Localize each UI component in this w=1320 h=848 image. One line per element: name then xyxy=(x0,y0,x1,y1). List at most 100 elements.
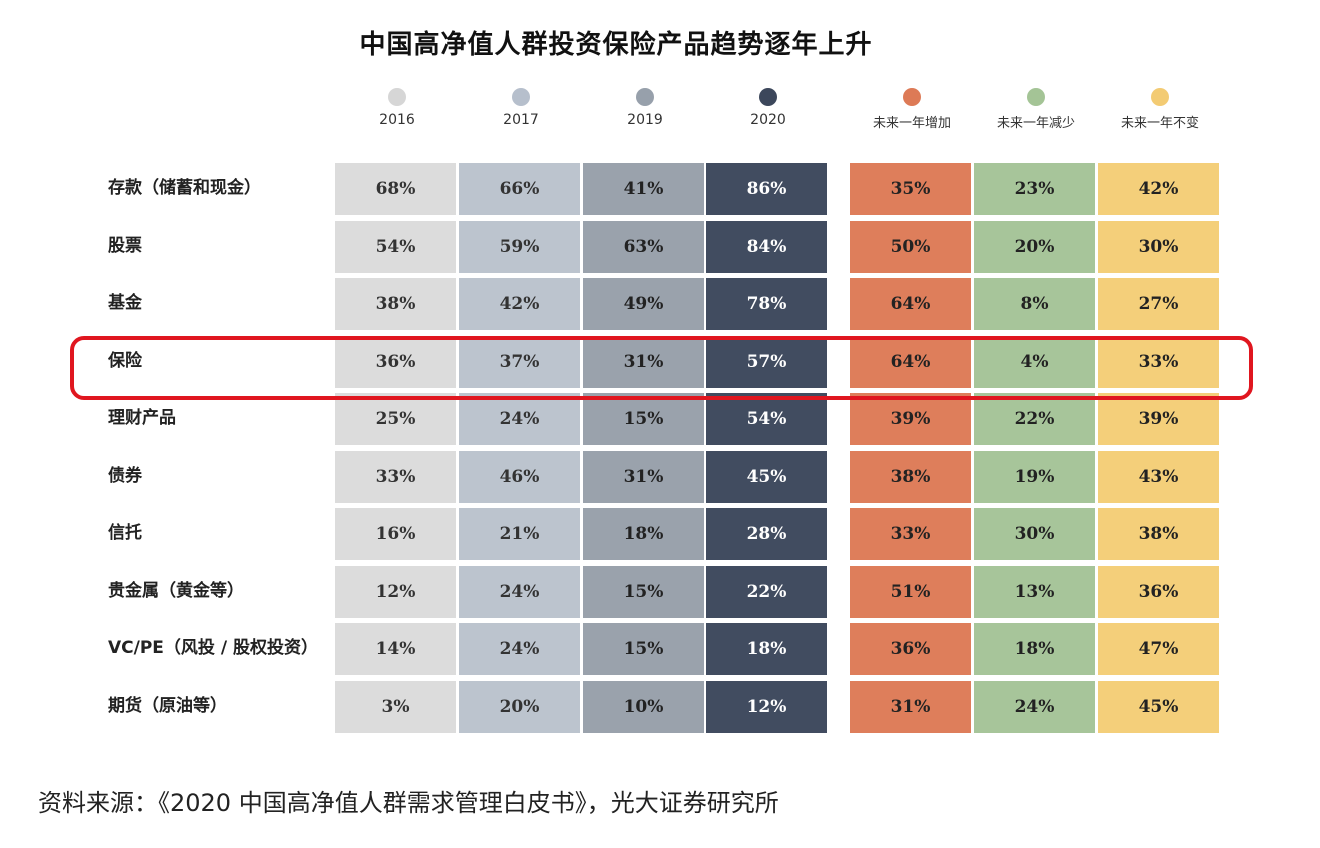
legend-item: 2019 xyxy=(583,88,707,128)
table-cell: 59% xyxy=(459,220,580,273)
table-cell: 31% xyxy=(583,450,704,503)
legend-dot xyxy=(388,88,406,106)
row-label: 信托 xyxy=(108,523,142,543)
table-cell: 22% xyxy=(974,393,1095,445)
row-label: 存款（储蓄和现金） xyxy=(108,178,261,198)
table-cell: 78% xyxy=(706,278,827,330)
table-cell: 45% xyxy=(706,450,827,503)
table-cell: 42% xyxy=(459,278,580,330)
row-label: 贵金属（黄金等） xyxy=(108,580,244,601)
legend-dot xyxy=(759,88,777,106)
table-cell: 36% xyxy=(850,623,971,675)
table-cell: 63% xyxy=(583,220,704,273)
table-cell: 10% xyxy=(583,680,704,733)
row-label: 债券 xyxy=(108,465,142,486)
legend-label: 2016 xyxy=(379,112,415,128)
legend-item: 未来一年减少 xyxy=(974,88,1098,131)
table-cell: 15% xyxy=(583,565,704,618)
legend-label: 未来一年增加 xyxy=(872,116,951,131)
legend-dot xyxy=(512,88,530,106)
table-cell: 39% xyxy=(850,393,971,445)
table-cell: 66% xyxy=(459,163,580,215)
legend-item: 2016 xyxy=(335,88,459,128)
source-note: 资料来源：《2020 中国高净值人群需求管理白皮书》，光大证券研究所 xyxy=(38,789,779,817)
legend-item: 未来一年不变 xyxy=(1098,88,1222,131)
legend-item: 2020 xyxy=(706,88,830,128)
table-cell: 64% xyxy=(850,335,971,388)
table-cell: 38% xyxy=(335,278,456,330)
table-cell: 47% xyxy=(1098,623,1219,675)
table-cell: 38% xyxy=(850,450,971,503)
table-cell: 54% xyxy=(706,393,827,445)
table-cell: 54% xyxy=(335,220,456,273)
table-cell: 16% xyxy=(335,508,456,560)
row-label: 理财产品 xyxy=(108,408,176,428)
table-cell: 41% xyxy=(583,163,704,215)
table-cell: 12% xyxy=(706,680,827,733)
table-cell: 45% xyxy=(1098,680,1219,733)
legend-dot xyxy=(1027,88,1045,106)
legend-dot xyxy=(1151,88,1169,106)
table-cell: 42% xyxy=(1098,163,1219,215)
table-cell: 84% xyxy=(706,220,827,273)
table-cell: 68% xyxy=(335,163,456,215)
table-cell: 36% xyxy=(335,335,456,388)
row-label: VC/PE（风投 / 股权投资） xyxy=(108,638,318,658)
table-cell: 23% xyxy=(974,163,1095,215)
table-cell: 4% xyxy=(974,335,1095,388)
row-label: 基金 xyxy=(108,293,142,313)
table-cell: 64% xyxy=(850,278,971,330)
table-cell: 30% xyxy=(974,508,1095,560)
table-cell: 22% xyxy=(706,565,827,618)
table-cell: 30% xyxy=(1098,220,1219,273)
legend-item: 2017 xyxy=(459,88,583,128)
table-cell: 43% xyxy=(1098,450,1219,503)
table-cell: 14% xyxy=(335,623,456,675)
table-cell: 20% xyxy=(459,680,580,733)
table-cell: 27% xyxy=(1098,278,1219,330)
table-cell: 8% xyxy=(974,278,1095,330)
table-cell: 15% xyxy=(583,393,704,445)
row-label: 保险 xyxy=(108,350,142,371)
table-cell: 20% xyxy=(974,220,1095,273)
table-cell: 35% xyxy=(850,163,971,215)
table-cell: 49% xyxy=(583,278,704,330)
row-label: 股票 xyxy=(108,235,142,256)
legend-label: 未来一年减少 xyxy=(996,116,1075,131)
table-cell: 33% xyxy=(850,508,971,560)
table-cell: 57% xyxy=(706,335,827,388)
table-cell: 86% xyxy=(706,163,827,215)
legend-label: 2019 xyxy=(627,112,663,128)
table-cell: 24% xyxy=(459,565,580,618)
table-cell: 31% xyxy=(850,680,971,733)
table-cell: 24% xyxy=(459,393,580,445)
table-cell: 51% xyxy=(850,565,971,618)
table-cell: 24% xyxy=(459,623,580,675)
table-cell: 25% xyxy=(335,393,456,445)
legend-dot xyxy=(903,88,921,106)
table-cell: 33% xyxy=(1098,335,1219,388)
table-cell: 36% xyxy=(1098,565,1219,618)
table-cell: 19% xyxy=(974,450,1095,503)
legend-item: 未来一年增加 xyxy=(850,88,974,131)
legend-label: 2017 xyxy=(503,112,539,128)
table-cell: 18% xyxy=(974,623,1095,675)
table-cell: 28% xyxy=(706,508,827,560)
table-cell: 46% xyxy=(459,450,580,503)
table-cell: 15% xyxy=(583,623,704,675)
table-cell: 24% xyxy=(974,680,1095,733)
table-cell: 50% xyxy=(850,220,971,273)
table-cell: 33% xyxy=(335,450,456,503)
table-cell: 21% xyxy=(459,508,580,560)
table-cell: 12% xyxy=(335,565,456,618)
table-cell: 31% xyxy=(583,335,704,388)
legend-label: 2020 xyxy=(750,112,786,128)
table-cell: 18% xyxy=(583,508,704,560)
table-cell: 3% xyxy=(335,680,456,733)
table-cell: 18% xyxy=(706,623,827,675)
table-cell: 38% xyxy=(1098,508,1219,560)
table-cell: 37% xyxy=(459,335,580,388)
table-cell: 13% xyxy=(974,565,1095,618)
row-label: 期货（原油等） xyxy=(108,695,227,716)
legend-label: 未来一年不变 xyxy=(1120,116,1199,131)
